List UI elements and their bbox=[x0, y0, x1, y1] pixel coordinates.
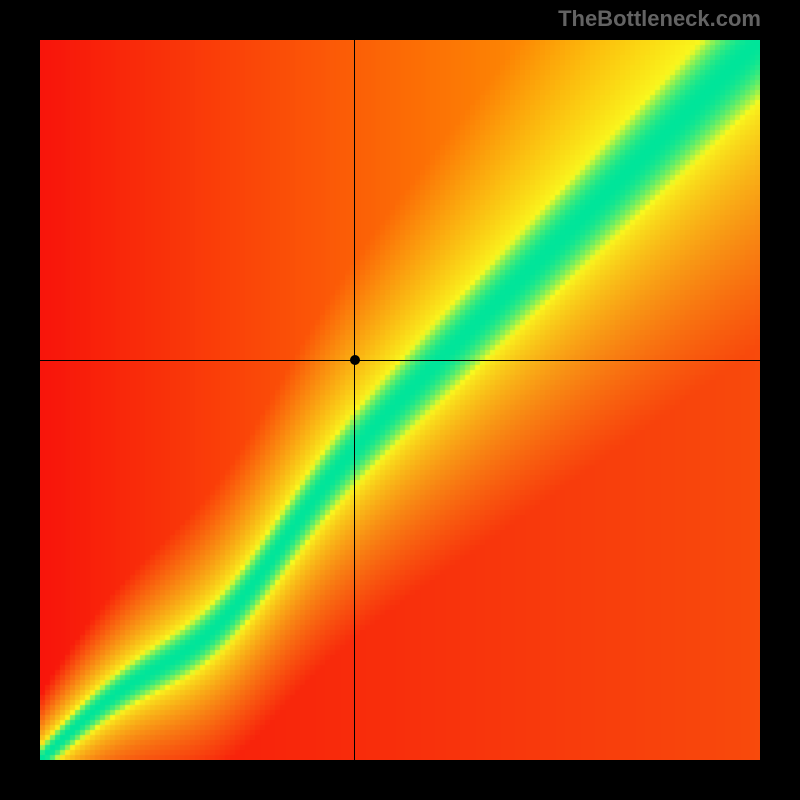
bottleneck-heatmap bbox=[40, 40, 760, 760]
crosshair-horizontal-line bbox=[40, 360, 760, 362]
crosshair-dot bbox=[350, 355, 360, 365]
watermark-text: TheBottleneck.com bbox=[558, 6, 761, 32]
chart-frame: TheBottleneck.com bbox=[0, 0, 800, 800]
crosshair-vertical-line bbox=[354, 40, 356, 760]
